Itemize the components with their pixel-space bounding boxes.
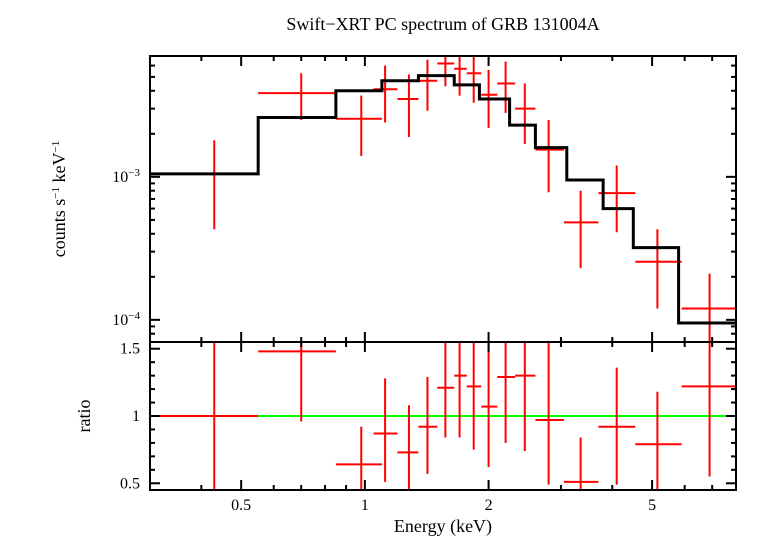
- chart-title: Swift−XRT PC spectrum of GRB 131004A: [286, 14, 599, 34]
- y-tick-label: 10−3: [112, 167, 140, 186]
- y-tick-label: 10−4: [112, 310, 140, 329]
- top-data-group: [150, 45, 736, 357]
- bottom-data-group: [150, 281, 736, 518]
- y-axis-label-top: counts s−1 keV−1: [49, 141, 69, 257]
- model-histogram: [150, 76, 736, 323]
- ratio-tick-label: 1: [132, 408, 140, 425]
- spectrum-svg: Swift−XRT PC spectrum of GRB 131004A 0.5 1…: [0, 0, 758, 556]
- x-tick-label: 0.5: [231, 497, 251, 514]
- ratio-tick-label: 1.5: [120, 341, 140, 358]
- top-panel-frame: [150, 56, 736, 342]
- x-tick-label: 2: [485, 497, 493, 514]
- spectrum-figure: Swift−XRT PC spectrum of GRB 131004A 0.5 1…: [0, 0, 758, 556]
- x-tick-label: 5: [648, 497, 656, 514]
- x-tick-label: 1: [361, 497, 369, 514]
- x-axis-label: Energy (keV): [394, 516, 492, 537]
- y-axis-label-bottom: ratio: [74, 400, 94, 433]
- ratio-tick-label: 0.5: [120, 475, 140, 492]
